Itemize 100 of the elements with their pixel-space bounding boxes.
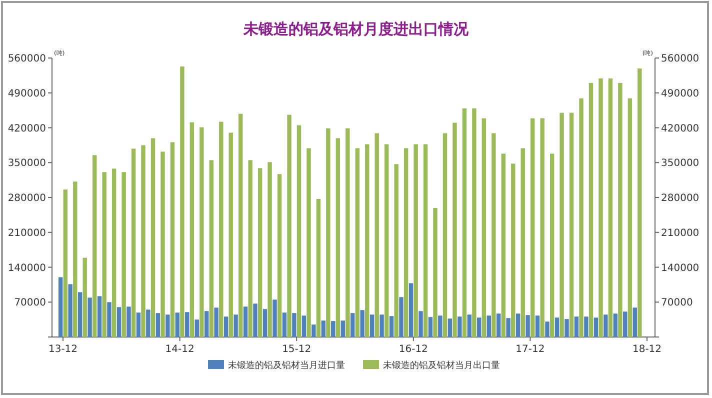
bar (492, 133, 496, 337)
bar (302, 316, 306, 337)
bar (116, 307, 122, 337)
bar (623, 312, 628, 337)
bar (312, 324, 316, 337)
bar (350, 313, 355, 337)
x-tick-label: 15-12 (282, 344, 312, 355)
y2-tick-label: 490000 (661, 88, 700, 100)
y-tick-label: 210000 (8, 228, 46, 239)
bar (516, 314, 520, 337)
bar (632, 308, 637, 337)
bar (394, 164, 398, 337)
bar (535, 316, 540, 337)
bar (277, 174, 282, 337)
bar (380, 314, 384, 337)
bar (160, 152, 165, 337)
bar (316, 198, 321, 337)
y-tick-label: 280000 (8, 193, 46, 204)
bar (248, 160, 252, 337)
bar (122, 172, 126, 337)
bar (321, 320, 326, 337)
bar (511, 164, 516, 337)
bar (82, 258, 87, 337)
bar (228, 132, 233, 337)
bar (584, 316, 588, 337)
y-tick-label: 140000 (8, 262, 46, 274)
bar (428, 317, 433, 337)
x-tick-label: 14-12 (165, 344, 194, 355)
y2-tick-label: 210000 (661, 228, 700, 239)
y2-tick-label: 350000 (661, 158, 700, 170)
bar (569, 112, 574, 337)
bar (268, 162, 272, 337)
y2-tick-label: 140000 (661, 262, 700, 274)
bar (628, 98, 632, 337)
bar (262, 309, 268, 337)
x-tick-label: 13-12 (48, 344, 78, 355)
bar (550, 154, 554, 337)
bar (399, 297, 404, 337)
bar (126, 306, 131, 337)
bar (346, 128, 350, 337)
bar (423, 144, 428, 337)
bar (594, 318, 598, 337)
bar (97, 296, 102, 337)
bar (170, 142, 175, 337)
bar (360, 310, 364, 337)
bar (166, 314, 170, 337)
bar (462, 108, 467, 337)
y-tick-label: 350000 (8, 158, 46, 170)
bar (588, 82, 594, 337)
y2-tick-label: 280000 (661, 193, 700, 204)
bar (438, 316, 442, 337)
bar (545, 322, 550, 337)
bar (306, 148, 311, 337)
bar (458, 316, 462, 337)
bar (73, 182, 78, 337)
legend-label: 未锻造的铝及铝材当月进口量 (228, 360, 345, 371)
bar (209, 160, 214, 337)
bar (598, 78, 603, 337)
bar (472, 108, 476, 337)
bar (150, 138, 156, 337)
bar (194, 320, 199, 337)
bar (496, 314, 501, 337)
bar (296, 125, 302, 337)
bar (442, 133, 448, 337)
bar (452, 122, 457, 337)
bar (131, 148, 136, 337)
bar (540, 118, 544, 337)
y-tick-label: 560000 (8, 54, 46, 64)
bar (136, 312, 141, 337)
bar (506, 318, 510, 337)
bar (292, 313, 296, 337)
bar (526, 315, 530, 337)
bar (579, 98, 584, 337)
bar (414, 144, 418, 337)
bar (501, 154, 506, 337)
bar (185, 312, 190, 337)
bar (613, 314, 618, 337)
bar (486, 316, 491, 337)
y2-tick-label: 560000 (661, 54, 700, 64)
bar (258, 168, 262, 337)
bar (564, 319, 569, 337)
bar (520, 148, 525, 337)
y-tick-label: 420000 (8, 123, 46, 134)
x-tick-label: 16-12 (398, 344, 428, 355)
bar (107, 302, 112, 337)
bar (78, 292, 82, 337)
bar (146, 310, 150, 337)
y-tick-label: 490000 (8, 88, 46, 100)
bar (574, 316, 579, 337)
bar (331, 321, 336, 337)
legend-label: 未锻造的铝及铝材当月出口量 (383, 360, 500, 371)
bar (238, 114, 243, 337)
bar (224, 316, 228, 337)
bar (200, 127, 204, 337)
bar (234, 314, 238, 337)
bar (340, 320, 345, 337)
bar (204, 311, 209, 337)
bar (58, 277, 63, 337)
bar (604, 314, 608, 337)
bar (638, 68, 642, 337)
